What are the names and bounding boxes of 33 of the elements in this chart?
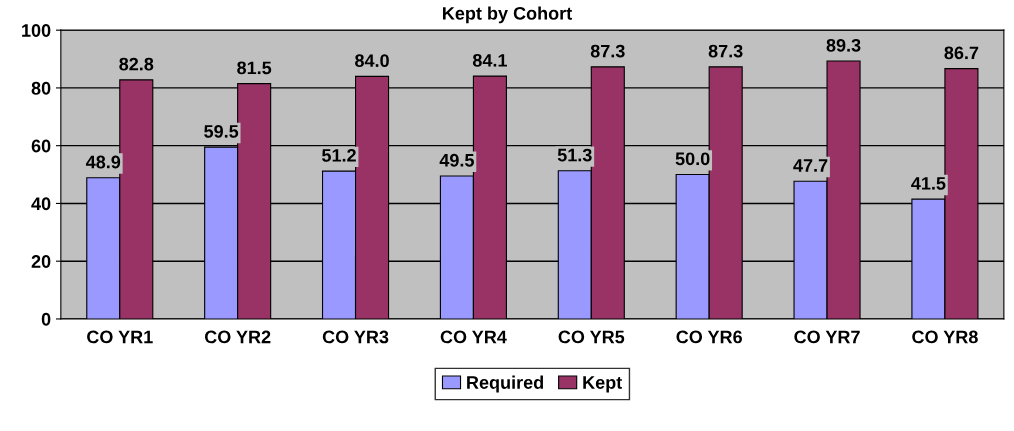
data-label: 47.7 (793, 159, 828, 172)
data-label: 84.0 (355, 54, 389, 68)
data-label: 89.3 (826, 38, 861, 52)
x-tick-label: CO YR6 (676, 330, 742, 344)
y-tick-label: 60 (31, 139, 51, 153)
data-label: 82.8 (119, 57, 154, 71)
data-label: 81.5 (237, 61, 272, 75)
data-label: 41.5 (911, 177, 946, 190)
y-tick-label: 80 (31, 81, 51, 95)
legend-label: Required (467, 375, 544, 393)
data-label: 59.5 (204, 124, 239, 138)
data-label: 87.3 (590, 44, 625, 58)
x-tick-label: CO YR4 (440, 330, 507, 344)
x-tick-label: CO YR7 (794, 330, 860, 344)
x-tick-label: CO YR8 (912, 330, 978, 344)
legend-label: Kept (583, 376, 623, 393)
data-label: 48.9 (85, 155, 121, 169)
y-tick-label: 20 (31, 255, 51, 268)
x-tick-label: CO YR3 (322, 330, 389, 344)
chart-title: Kept by Cohort (443, 6, 572, 24)
y-tick-label: 0 (41, 312, 51, 326)
data-label: 50.0 (675, 152, 710, 166)
data-label: 86.7 (944, 46, 979, 60)
y-tick-label: 100 (22, 24, 51, 37)
data-label: 87.3 (708, 44, 743, 58)
x-tick-label: CO YR5 (558, 330, 625, 344)
x-tick-label: CO YR1 (87, 330, 153, 344)
data-label: 51.2 (322, 148, 356, 162)
x-tick-label: CO YR2 (204, 330, 271, 344)
data-label: 49.5 (439, 153, 474, 167)
y-tick-label: 40 (31, 197, 51, 211)
data-label: 51.3 (557, 148, 592, 162)
data-label: 84.1 (472, 53, 507, 67)
